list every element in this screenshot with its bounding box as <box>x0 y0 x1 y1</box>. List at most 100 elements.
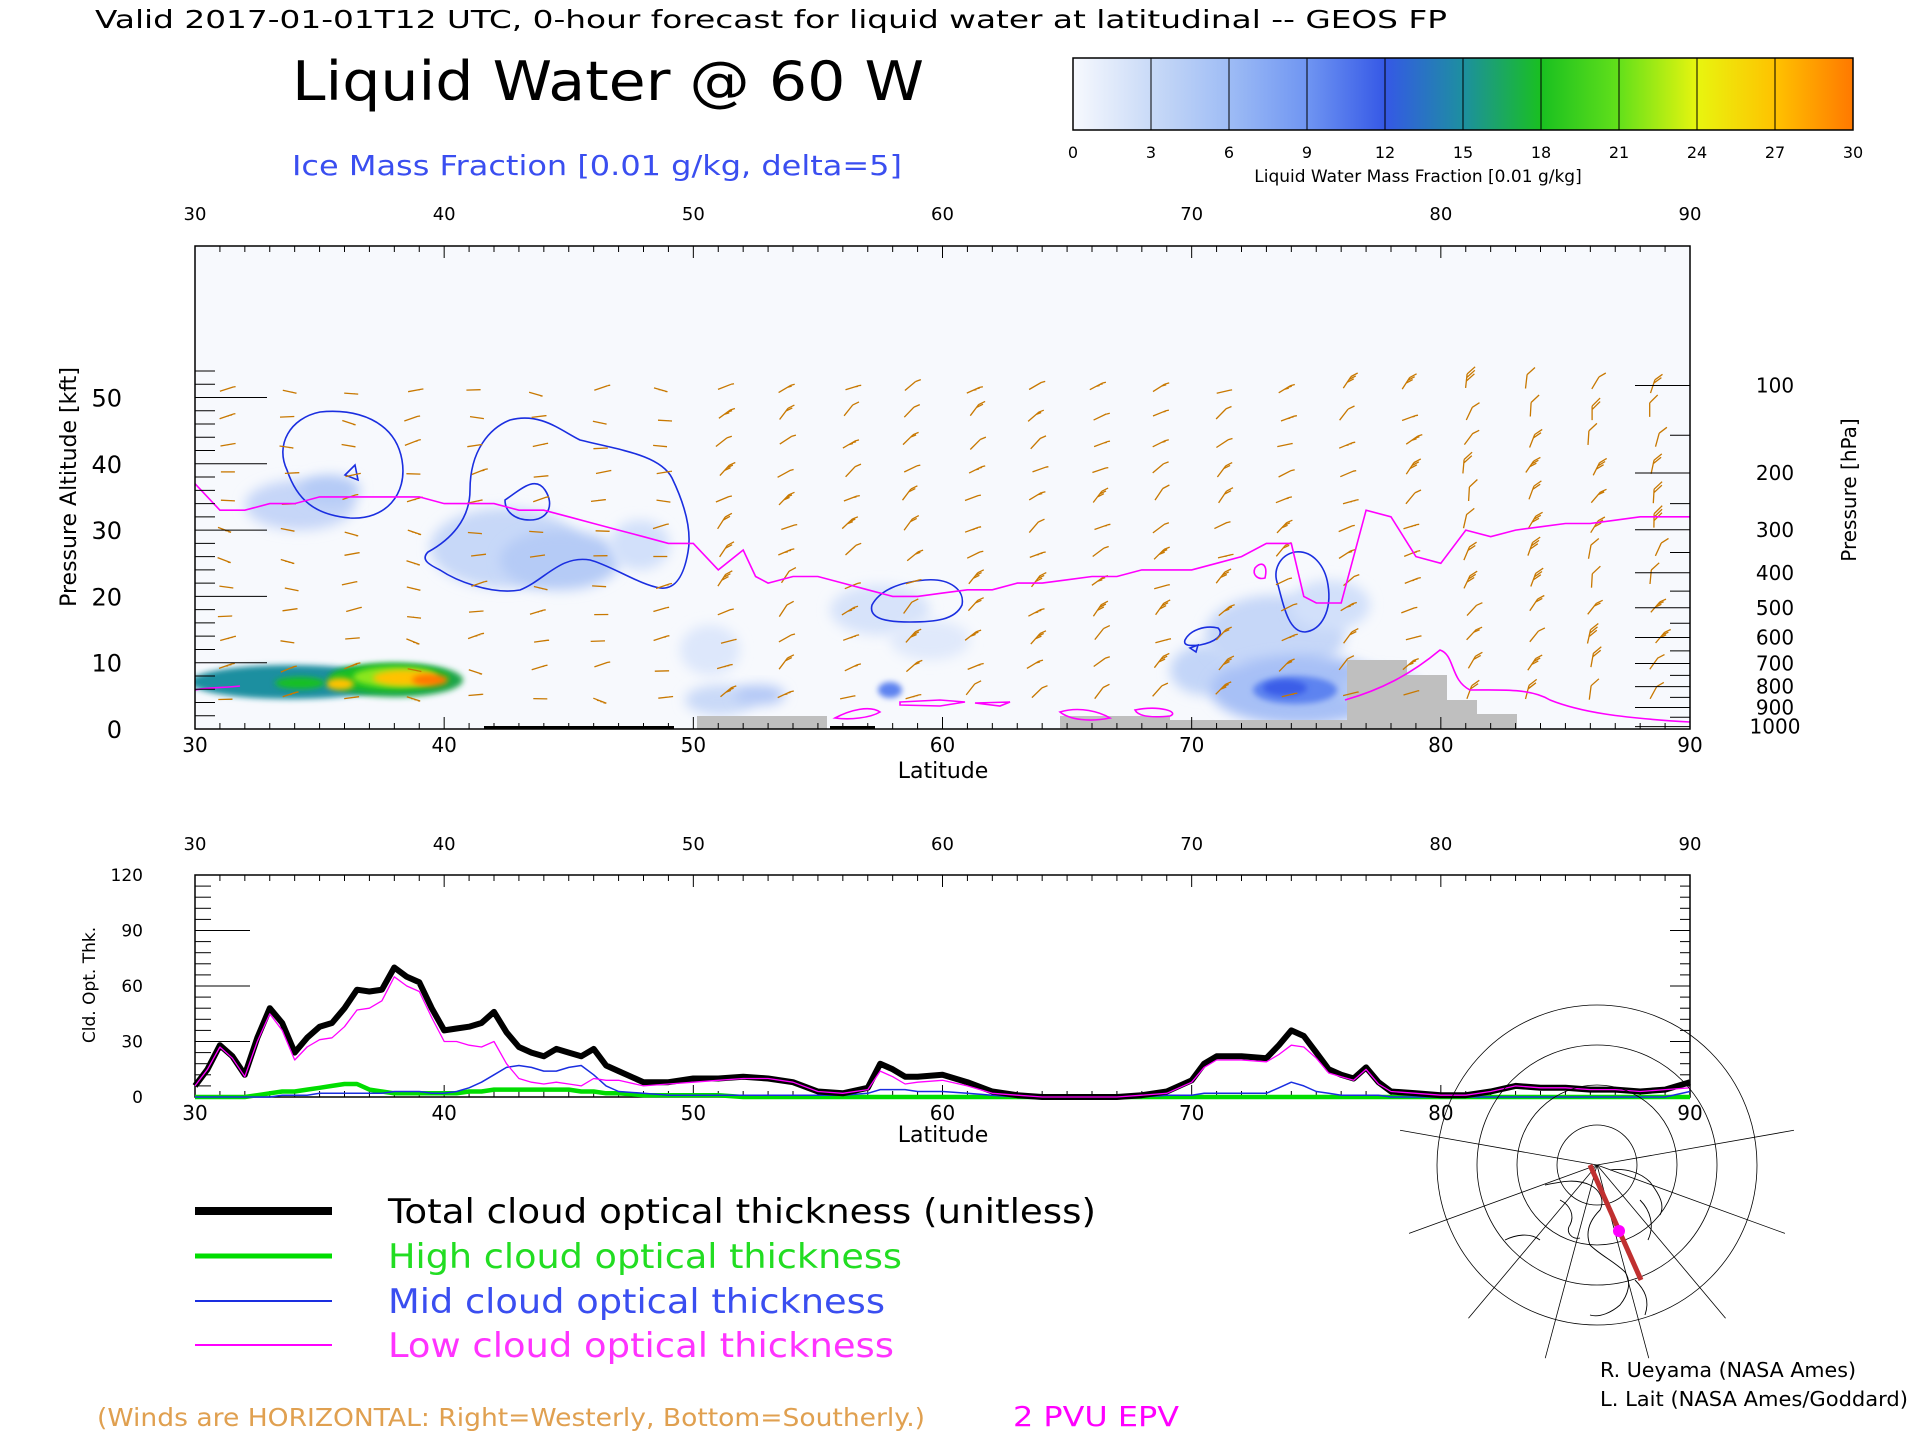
wind-barb <box>1530 567 1544 587</box>
wind-barb <box>657 419 673 422</box>
wind-barb <box>1590 565 1601 588</box>
wind-barb <box>656 499 671 503</box>
wind-barb <box>1405 433 1423 445</box>
wind-barb <box>903 404 921 418</box>
upper-right-tick-label: 400 <box>1756 561 1794 585</box>
wind-barb <box>217 615 233 618</box>
liquid-water-patch <box>878 682 902 698</box>
wind-barb <box>781 523 798 531</box>
wind-barb <box>534 639 550 643</box>
colorbar-tick-label: 21 <box>1609 143 1629 162</box>
colorbar-tick-label: 9 <box>1302 143 1312 162</box>
wind-barb <box>1466 679 1480 700</box>
wind-barb <box>964 526 982 533</box>
colorbar-label: Liquid Water Mass Fraction [0.01 g/kg] <box>1254 167 1581 187</box>
wind-barb <box>715 495 733 503</box>
wind-barbs <box>217 366 1671 704</box>
wind-barb <box>1215 626 1232 641</box>
wind-barb <box>284 587 299 592</box>
wind-barb <box>844 663 862 672</box>
wind-barb <box>341 443 356 448</box>
wind-barb <box>1524 367 1536 389</box>
epv-2pvu-line <box>1133 707 1174 718</box>
wind-barb <box>595 530 610 532</box>
upper-bottom-tick-label: 60 <box>930 733 955 757</box>
ice-cloud-patch <box>1290 580 1370 630</box>
wind-barb <box>1152 682 1169 697</box>
wind-barb <box>658 695 674 699</box>
wind-barb <box>1467 651 1483 669</box>
map-coastlines <box>1504 1169 1663 1317</box>
wind-barb <box>1342 372 1359 389</box>
terrain-block <box>1170 720 1350 729</box>
wind-barb <box>594 384 611 391</box>
wind-barb <box>965 680 982 696</box>
epv-2pvu-line <box>1344 649 1690 723</box>
legend: Total cloud optical thickness (unitless)… <box>195 1192 1096 1366</box>
wind-barb <box>593 697 607 704</box>
colorbar-segment <box>1463 58 1542 130</box>
lower-bottom-tick-label: 90 <box>1677 1101 1702 1125</box>
wind-barb <box>1527 654 1543 671</box>
lower-top-tick-label: 80 <box>1429 834 1452 855</box>
epv-2pvu-line <box>1058 708 1113 721</box>
wind-barb <box>845 463 862 478</box>
wind-barb <box>1529 594 1545 612</box>
wind-barb <box>279 445 294 449</box>
wind-barb <box>469 415 484 420</box>
wind-barb <box>1281 692 1298 698</box>
wind-barb <box>842 634 860 641</box>
wind-barb <box>406 638 420 645</box>
lower-top-tick-label: 50 <box>682 834 705 855</box>
wind-barb <box>717 608 734 616</box>
upper-right-tick-label: 100 <box>1756 374 1794 398</box>
wind-barb <box>1027 409 1045 422</box>
terrain-block <box>1477 714 1517 729</box>
upper-right-tick-label: 900 <box>1756 696 1794 720</box>
wind-barb <box>1650 453 1663 475</box>
wind-barb <box>1462 451 1473 474</box>
wind-barb <box>468 693 484 697</box>
wind-barb <box>1403 523 1420 530</box>
wind-barb <box>220 635 236 642</box>
wind-barb <box>1216 437 1233 449</box>
lower-bottom-tick-label: 70 <box>1179 1101 1204 1125</box>
wind-barb <box>407 615 422 619</box>
wind-barb <box>1343 573 1360 587</box>
wind-barb <box>720 685 737 698</box>
upper-right-tick-label: 800 <box>1756 675 1794 699</box>
colorbar-segment <box>1697 58 1776 130</box>
wind-barb <box>1528 428 1543 448</box>
optical-thickness-lines <box>192 964 1691 1100</box>
wind-barb <box>903 598 919 614</box>
wind-barb <box>1277 442 1293 448</box>
wind-barb <box>1278 383 1295 394</box>
wind-barb <box>345 637 360 640</box>
wind-barb <box>1218 604 1235 617</box>
colorbar-segment <box>1073 58 1152 130</box>
wind-barb <box>344 392 359 395</box>
wind-barb <box>1463 570 1478 589</box>
locator-map <box>1399 1004 1795 1359</box>
wind-barb <box>1463 541 1477 561</box>
wind-barb <box>1092 545 1109 558</box>
wind-barb <box>841 605 859 616</box>
wind-barb <box>592 420 607 425</box>
wind-barb <box>967 597 984 612</box>
wind-barb <box>1402 657 1419 671</box>
wind-barb <box>968 569 985 585</box>
liquid-water-patch <box>326 678 354 690</box>
upper-top-tick-label: 40 <box>433 204 456 225</box>
wind-barb <box>777 690 794 699</box>
wind-barb <box>1278 469 1295 478</box>
map-meridian <box>1596 1164 1786 1234</box>
wind-barb <box>655 582 673 590</box>
map-meridian <box>1544 1164 1598 1359</box>
wind-barb <box>1092 466 1109 474</box>
upper-left-tick-label: 10 <box>91 650 122 678</box>
wind-barb <box>1653 505 1663 528</box>
ice-cloud-patch <box>500 530 620 590</box>
wind-barb <box>1028 380 1046 391</box>
